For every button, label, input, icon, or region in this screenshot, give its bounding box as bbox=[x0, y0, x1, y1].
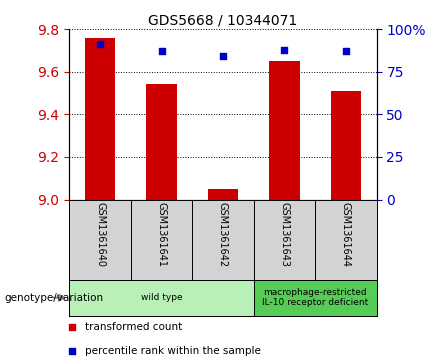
Bar bbox=[269, 61, 300, 200]
FancyBboxPatch shape bbox=[69, 280, 254, 316]
Text: GSM1361644: GSM1361644 bbox=[341, 202, 351, 267]
Point bbox=[281, 46, 288, 52]
FancyBboxPatch shape bbox=[254, 280, 377, 316]
Point bbox=[69, 348, 76, 354]
Text: GSM1361643: GSM1361643 bbox=[279, 202, 290, 267]
Text: transformed count: transformed count bbox=[85, 322, 182, 332]
Point bbox=[97, 41, 103, 47]
Bar bbox=[146, 85, 177, 200]
Bar bbox=[85, 38, 115, 200]
Bar bbox=[207, 189, 238, 200]
Text: GSM1361640: GSM1361640 bbox=[95, 202, 105, 267]
Text: macrophage-restricted
IL-10 receptor deficient: macrophage-restricted IL-10 receptor def… bbox=[262, 288, 368, 307]
Point bbox=[220, 53, 226, 59]
Bar bbox=[330, 91, 361, 200]
Point bbox=[69, 324, 76, 330]
Text: genotype/variation: genotype/variation bbox=[4, 293, 103, 303]
Title: GDS5668 / 10344071: GDS5668 / 10344071 bbox=[149, 14, 297, 28]
Text: wild type: wild type bbox=[141, 293, 182, 302]
Text: GSM1361642: GSM1361642 bbox=[218, 202, 228, 267]
Text: percentile rank within the sample: percentile rank within the sample bbox=[85, 346, 261, 356]
Point bbox=[158, 48, 165, 54]
Point bbox=[343, 48, 349, 54]
Text: GSM1361641: GSM1361641 bbox=[156, 202, 167, 267]
